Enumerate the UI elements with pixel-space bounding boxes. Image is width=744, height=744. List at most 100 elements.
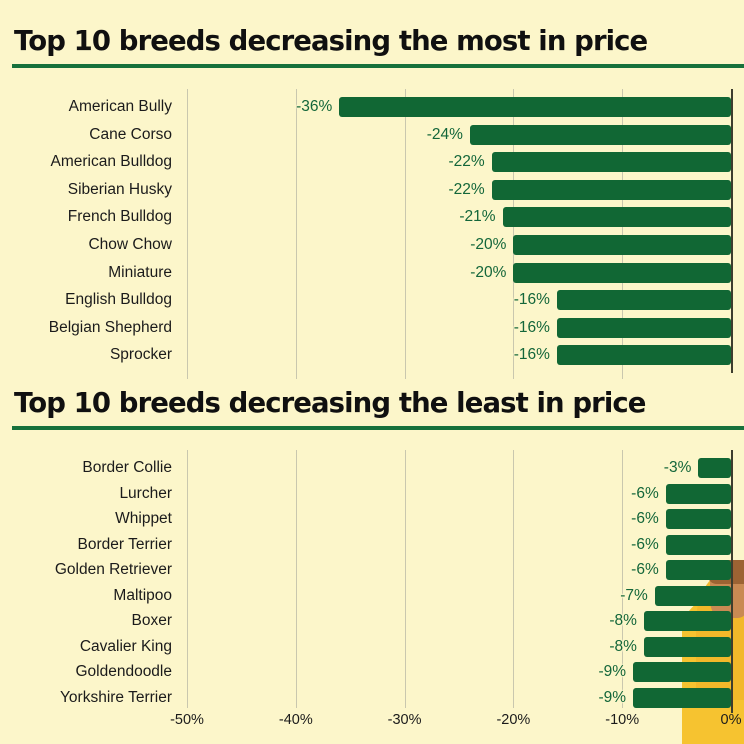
bar[interactable] (665, 483, 731, 504)
bar-row[interactable]: Miniature -20% (0, 259, 744, 287)
bar-row[interactable]: Goldendoodle -9% (0, 658, 744, 686)
bar-row[interactable]: French Bulldog -21% (0, 203, 744, 231)
bar-row[interactable]: Belgian Shepherd -16% (0, 314, 744, 342)
category-label: Border Collie (82, 459, 172, 476)
gridline (295, 89, 297, 379)
category-label: Lurcher (119, 484, 172, 502)
bar-value-label: -20% (470, 236, 507, 253)
bar-value-label: -16% (513, 318, 550, 336)
bar-row[interactable]: Border Terrier -6% (0, 531, 744, 559)
bar-row[interactable]: Border Collie -3% (0, 454, 744, 482)
bar-value-label: -22% (448, 153, 485, 171)
bar-row[interactable]: Golden Retriever -6% (0, 556, 744, 584)
x-tick-label: -50% (170, 712, 204, 728)
bar-value-label: -8% (609, 612, 637, 629)
category-label: Maltipoo (113, 586, 172, 604)
x-tick-label: -40% (278, 712, 313, 728)
bar[interactable] (643, 636, 731, 657)
category-label: Sprocker (109, 346, 172, 364)
bar[interactable] (513, 262, 731, 283)
category-label: Yorkshire Terrier (60, 688, 172, 706)
bar-value-label: -20% (470, 263, 507, 281)
bar[interactable] (556, 317, 731, 338)
bar-value-label: -22% (448, 180, 485, 198)
x-tick-label: -20% (496, 712, 531, 728)
bar-value-label: -7% (620, 586, 648, 604)
bar-value-label: -16% (513, 291, 550, 309)
gridline (513, 89, 515, 379)
gridline (295, 450, 297, 708)
bar-row[interactable]: English Bulldog -16% (0, 286, 744, 314)
bar-value-label: -3% (663, 459, 692, 476)
category-label: Whippet (115, 510, 172, 527)
bar-row[interactable]: Siberian Husky -22% (0, 176, 744, 204)
category-label: Siberian Husky (67, 180, 172, 198)
gridline (187, 89, 188, 379)
category-label: Miniature (108, 263, 172, 281)
category-label: Goldendoodle (75, 663, 172, 680)
bar[interactable] (643, 611, 731, 631)
category-label: French Bulldog (67, 208, 172, 226)
gridline (513, 450, 515, 708)
bar[interactable] (633, 687, 731, 708)
bar[interactable] (665, 560, 731, 580)
bar[interactable] (698, 458, 731, 478)
category-label: Cavalier King (79, 637, 172, 655)
bar-row[interactable]: Cane Corso -24% (0, 121, 744, 149)
bar[interactable] (469, 124, 731, 145)
bar[interactable] (491, 152, 731, 173)
bar-value-label: -6% (631, 510, 659, 527)
chart-2-title: Top 10 breeds decreasing the least in pr… (14, 387, 646, 419)
chart-2-plot-area: Border Collie -3% Lurcher -6% Whippet -6% Bord… (0, 450, 744, 713)
chart-2-title-block: Top 10 breeds decreasing the least in pr… (0, 386, 744, 430)
bar[interactable] (491, 179, 731, 200)
bar-row[interactable]: Sprocker -16% (0, 341, 744, 369)
bar-row[interactable]: Chow Chow -20% (0, 231, 744, 259)
bar-value-label: -16% (513, 346, 550, 364)
category-label: Cane Corso (89, 125, 172, 143)
bar-value-label: -6% (631, 561, 659, 578)
bar-row[interactable]: Maltipoo -7% (0, 582, 744, 610)
category-label: Golden Retriever (54, 561, 172, 578)
bar-row[interactable]: Yorkshire Terrier -9% (0, 684, 744, 712)
gridline (622, 450, 624, 708)
x-tick-label: -30% (387, 712, 422, 728)
category-label: American Bulldog (50, 153, 172, 171)
bar-value-label: -8% (609, 637, 637, 655)
bar-value-label: -9% (598, 688, 627, 706)
bar[interactable] (339, 97, 731, 117)
chart-1-title-rule (12, 64, 744, 68)
bar[interactable] (556, 290, 731, 311)
bar-row[interactable]: Cavalier King -8% (0, 633, 744, 661)
bar-row[interactable]: American Bulldog -22% (0, 148, 744, 176)
bar[interactable] (665, 509, 731, 529)
bar-row[interactable]: American Bully -36% (0, 93, 744, 121)
zero-axis-line (731, 89, 733, 373)
category-label: Boxer (131, 612, 173, 629)
bar-row[interactable]: Lurcher -6% (0, 480, 744, 508)
bar-value-label: -9% (598, 663, 627, 680)
x-axis-tick-labels: -50% -40% -30% -20% -10% 0% (0, 712, 744, 742)
bar[interactable] (502, 207, 731, 228)
bar-row[interactable]: Boxer -8% (0, 607, 744, 635)
zero-axis-line (731, 450, 733, 713)
bar-value-label: -21% (459, 208, 496, 226)
bar-value-label: -6% (631, 484, 659, 502)
bar[interactable] (665, 534, 731, 555)
category-label: Chow Chow (88, 236, 172, 253)
bar[interactable] (654, 585, 731, 606)
bar[interactable] (556, 345, 731, 366)
x-tick-label: -10% (605, 712, 640, 728)
category-label: American Bully (68, 98, 172, 115)
bar[interactable] (633, 662, 731, 682)
x-tick-label: 0% (720, 712, 742, 728)
gridline (622, 89, 624, 379)
gridline (187, 450, 188, 708)
bar-value-label: -6% (631, 535, 659, 553)
bar[interactable] (513, 235, 731, 255)
bar-row[interactable]: Whippet -6% (0, 505, 744, 533)
category-label: English Bulldog (65, 291, 172, 309)
bar-value-label: -24% (426, 125, 463, 143)
category-label: Border Terrier (77, 535, 172, 553)
